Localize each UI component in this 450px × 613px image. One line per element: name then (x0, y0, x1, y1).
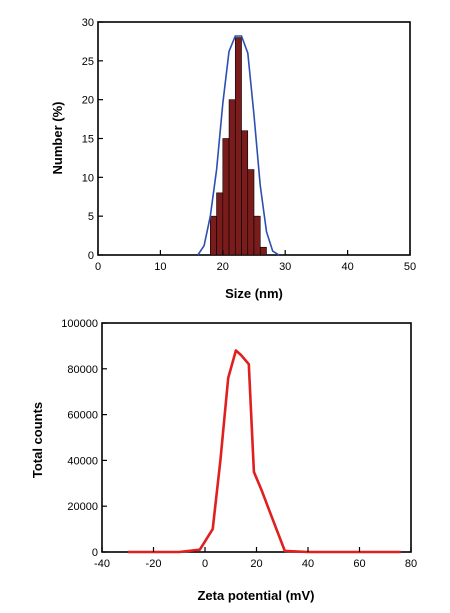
zeta-x-ticks: -40 -20 0 20 40 60 80 (94, 547, 417, 570)
zeta-x-tick-label: 60 (353, 558, 365, 570)
size-x-tick-label: 20 (217, 261, 229, 273)
size-bar (234, 37, 242, 256)
size-x-tick-label: 50 (404, 261, 416, 273)
zeta-potential-chart: -40 -20 0 20 40 60 80 0 20000 40000 60000 80000 100… (30, 318, 417, 603)
size-y-tick-label: 0 (88, 250, 94, 262)
size-y-tick-label: 20 (82, 95, 94, 107)
zeta-y-tick-label: 80000 (67, 364, 98, 376)
size-x-ticks: 0 10 20 30 40 50 (95, 250, 416, 273)
zeta-y-tick-label: 40000 (67, 455, 98, 467)
zeta-y-tick-label: 100000 (61, 318, 98, 330)
zeta-x-tick-label: 80 (405, 558, 417, 570)
size-y-tick-label: 15 (82, 134, 94, 146)
size-bar (253, 215, 261, 256)
zeta-x-tick-label: -40 (94, 558, 110, 570)
zeta-x-tick-label: 40 (302, 558, 314, 570)
size-y-tick-label: 30 (82, 17, 94, 29)
size-y-tick-label: 25 (82, 56, 94, 68)
size-distribution-chart: 0 10 20 30 40 50 0 5 10 15 20 25 30 Size (nm) Numbe… (50, 17, 416, 301)
size-x-tick-label: 40 (341, 261, 353, 273)
zeta-x-tick-label: 20 (250, 558, 262, 570)
zeta-potential-line (127, 349, 401, 554)
size-fit-curve (197, 35, 280, 256)
size-x-tick-label: 0 (95, 261, 101, 273)
zeta-y-tick-label: 0 (92, 547, 98, 559)
size-bar (222, 138, 230, 256)
size-bar (228, 99, 236, 256)
zeta-y-tick-label: 20000 (67, 501, 98, 513)
size-x-tick-label: 30 (279, 261, 291, 273)
zeta-y-axis-label: Total counts (30, 402, 45, 478)
size-bar (259, 246, 267, 256)
size-bar (247, 169, 255, 256)
zeta-y-tick-label: 60000 (67, 410, 98, 422)
size-y-tick-label: 10 (82, 172, 94, 184)
size-x-tick-label: 10 (154, 261, 166, 273)
size-bar (216, 192, 224, 256)
size-bar (241, 130, 249, 256)
size-bars (210, 37, 267, 256)
zeta-y-ticks: 0 20000 40000 60000 80000 100000 (61, 318, 107, 559)
size-x-axis-label: Size (nm) (225, 286, 283, 301)
zeta-x-axis-label: Zeta potential (mV) (197, 588, 314, 603)
size-y-ticks: 0 5 10 15 20 25 30 (82, 17, 103, 262)
zeta-x-tick-label: -20 (146, 558, 162, 570)
plot2-frame (101, 322, 412, 553)
size-bar (210, 215, 217, 256)
size-y-axis-label: Number (%) (50, 102, 65, 175)
size-y-tick-label: 5 (88, 211, 94, 223)
zeta-x-tick-label: 0 (202, 558, 208, 570)
